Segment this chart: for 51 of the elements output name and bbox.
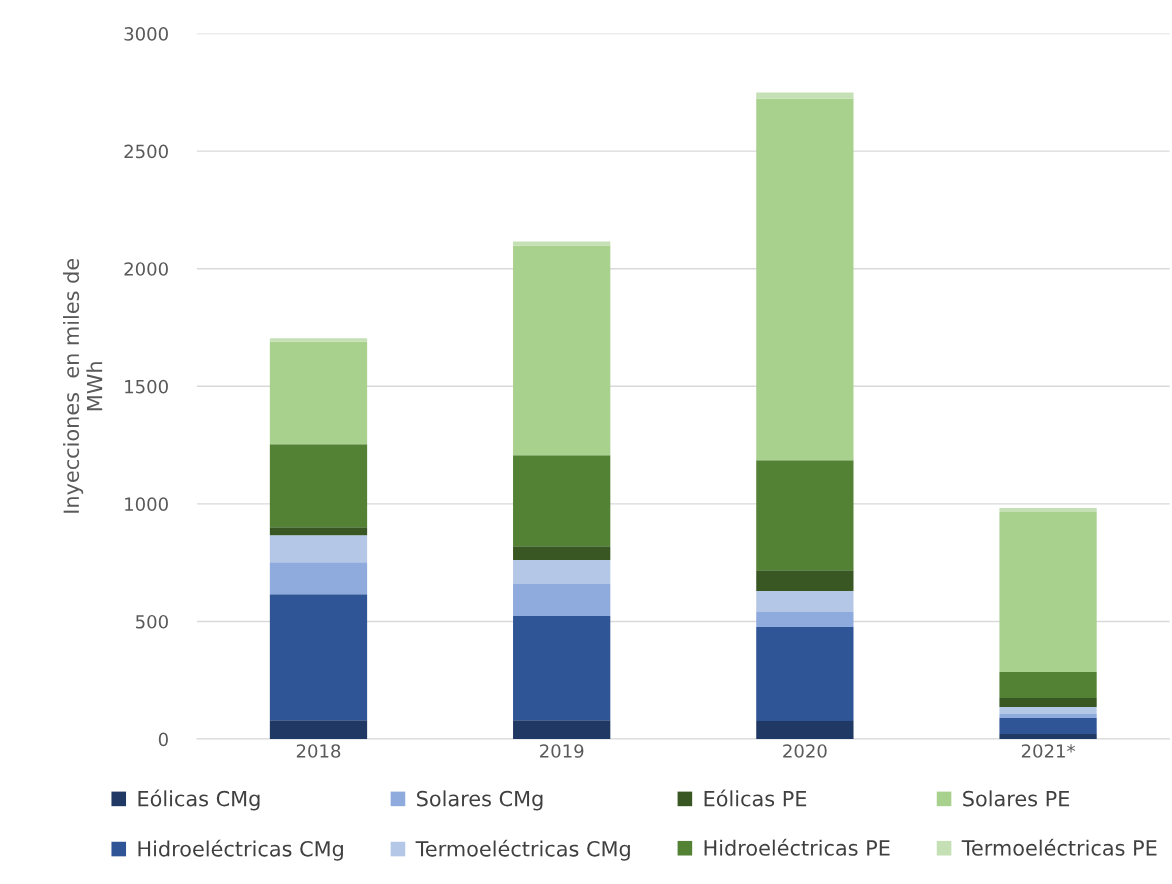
y-axis-title: Inyecciones en miles de MWh bbox=[63, 258, 103, 513]
bar bbox=[756, 627, 854, 721]
y-tick-label: 500 bbox=[136, 614, 168, 629]
bar bbox=[999, 718, 1097, 735]
y-tick-label: 2500 bbox=[124, 144, 168, 159]
bar bbox=[756, 460, 854, 571]
bar bbox=[756, 720, 854, 740]
bar bbox=[269, 720, 368, 740]
y-tick-label: 0 bbox=[158, 732, 168, 747]
bar bbox=[999, 698, 1097, 708]
bar bbox=[999, 672, 1097, 699]
y-tick-label: 2000 bbox=[124, 262, 168, 276]
legend-label: Eólicas PE bbox=[704, 789, 807, 807]
x-tick-label: 2021* bbox=[1021, 744, 1076, 758]
y-tick-label: 1500 bbox=[125, 379, 168, 394]
bar bbox=[999, 508, 1097, 513]
bar bbox=[513, 584, 611, 617]
bar bbox=[999, 707, 1097, 715]
legend-label: Eólicas CMg bbox=[138, 789, 260, 811]
bar bbox=[269, 562, 368, 595]
x-tick-label: 2020 bbox=[783, 744, 827, 758]
y-tick-label: 3000 bbox=[124, 27, 168, 41]
bar bbox=[269, 594, 368, 721]
bar bbox=[269, 527, 368, 536]
x-tick-label: 2018 bbox=[296, 744, 341, 758]
bar bbox=[269, 535, 368, 563]
x-tick-label: 2019 bbox=[540, 744, 584, 758]
bar bbox=[513, 241, 611, 246]
legend-label: Termoeléctricas PE bbox=[961, 838, 1157, 856]
bar bbox=[513, 616, 611, 721]
bar bbox=[269, 341, 368, 445]
bar bbox=[999, 512, 1097, 673]
bar bbox=[269, 444, 368, 528]
bar bbox=[269, 338, 368, 342]
legend-label: Hidroeléctricas CMg bbox=[138, 839, 343, 861]
bar bbox=[756, 98, 854, 461]
bar bbox=[513, 455, 611, 547]
bar bbox=[513, 720, 611, 740]
bar bbox=[513, 546, 611, 561]
bar bbox=[756, 612, 854, 628]
bar bbox=[756, 570, 854, 592]
bar bbox=[756, 591, 854, 613]
bar bbox=[999, 734, 1097, 740]
bar bbox=[513, 245, 611, 456]
legend-label: Termoeléctricas CMg bbox=[415, 839, 630, 861]
legend-label: Solares CMg bbox=[417, 790, 543, 811]
legend-label: Hidroeléctricas PE bbox=[704, 838, 890, 856]
bar bbox=[999, 714, 1097, 719]
bar bbox=[513, 560, 611, 585]
legend-label: Solares PE bbox=[963, 790, 1070, 807]
y-tick-label: 1000 bbox=[125, 497, 168, 511]
